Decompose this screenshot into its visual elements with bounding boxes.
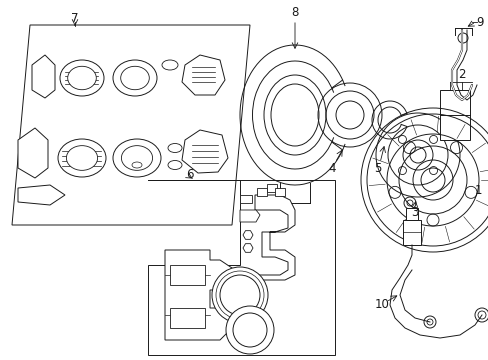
Bar xyxy=(240,195,251,203)
Text: 2: 2 xyxy=(457,68,465,81)
Polygon shape xyxy=(254,195,294,280)
Text: 10: 10 xyxy=(374,298,388,311)
Polygon shape xyxy=(182,130,227,173)
Circle shape xyxy=(220,275,260,315)
Polygon shape xyxy=(240,210,260,222)
Polygon shape xyxy=(164,250,231,340)
Ellipse shape xyxy=(66,146,98,170)
Ellipse shape xyxy=(60,60,104,96)
Bar xyxy=(170,308,204,328)
Circle shape xyxy=(232,313,266,347)
Polygon shape xyxy=(12,25,249,225)
Polygon shape xyxy=(243,231,252,239)
Polygon shape xyxy=(243,244,252,252)
Polygon shape xyxy=(148,180,334,355)
Text: 4: 4 xyxy=(327,162,335,175)
Ellipse shape xyxy=(58,139,106,177)
Text: 9: 9 xyxy=(475,15,483,28)
Ellipse shape xyxy=(67,66,96,90)
Polygon shape xyxy=(32,55,55,98)
Bar xyxy=(266,184,276,192)
Text: 7: 7 xyxy=(71,12,79,24)
Text: 8: 8 xyxy=(291,5,298,18)
Circle shape xyxy=(225,306,273,354)
Ellipse shape xyxy=(132,162,142,168)
Polygon shape xyxy=(18,185,65,205)
Bar xyxy=(257,188,266,196)
Ellipse shape xyxy=(168,161,182,170)
Text: 5: 5 xyxy=(373,162,381,175)
Ellipse shape xyxy=(168,144,182,153)
Bar xyxy=(405,208,417,220)
Ellipse shape xyxy=(162,60,178,70)
Ellipse shape xyxy=(113,139,161,177)
Polygon shape xyxy=(182,55,224,95)
Text: 1: 1 xyxy=(473,184,481,197)
Text: 6: 6 xyxy=(186,167,193,180)
Ellipse shape xyxy=(121,146,152,170)
Ellipse shape xyxy=(121,66,149,90)
Bar xyxy=(170,265,204,285)
Polygon shape xyxy=(18,128,48,178)
Text: 3: 3 xyxy=(410,206,418,219)
Bar xyxy=(274,188,285,196)
Bar xyxy=(402,220,420,245)
Ellipse shape xyxy=(113,60,157,96)
Bar xyxy=(439,90,469,140)
Circle shape xyxy=(212,267,267,323)
